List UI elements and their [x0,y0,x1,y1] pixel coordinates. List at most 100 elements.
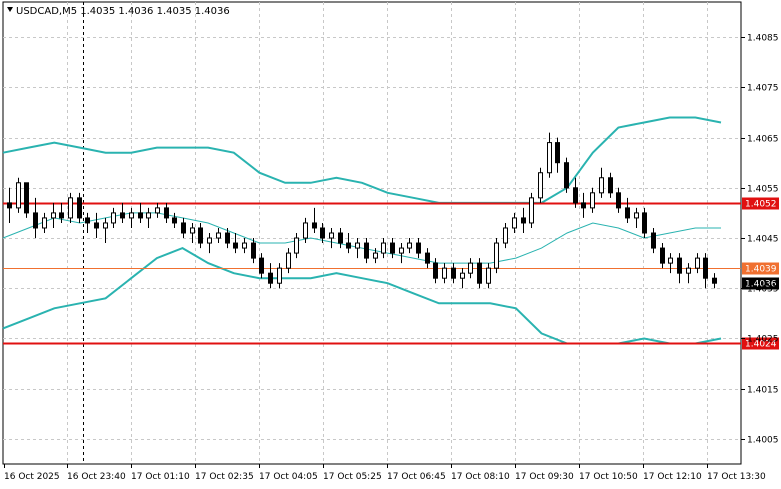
candle [486,263,491,289]
dropdown-triangle-icon[interactable] [7,7,13,12]
candle-body-bear [564,162,569,189]
y-tick-label: 1.4085 [747,34,779,44]
candle-body-bear [555,142,560,164]
candle [7,187,12,223]
candle [538,167,543,203]
candle-body-bull [355,242,360,249]
candle-body-bear [120,212,125,219]
candle-body-bear [608,177,613,194]
current-price-badge [742,277,779,290]
candle-body-bull [399,247,404,254]
price-level-badge-label: 1.4052 [745,200,777,210]
candle [521,207,526,233]
candle-body-bear [320,227,325,239]
x-tick-label: 17 Oct 12:10 [643,472,702,482]
candle [242,238,247,254]
candle [103,217,108,244]
candle-body-bear [346,242,351,249]
candle-body-bull [529,197,534,224]
y-tick-label: 1.4065 [747,135,779,145]
candle-body-bull [407,242,412,249]
candle [442,263,447,284]
candle-body-bull [695,257,700,269]
candle-body-bull [590,192,595,209]
candle-body-bear [94,222,99,229]
candle [155,202,160,218]
plot-frame [2,1,742,465]
candle-body-bear [425,252,430,264]
candle [329,227,334,249]
candle [616,187,621,213]
candle-body-bear [251,242,256,259]
price-axis: 1.40851.40751.40651.40551.40451.40351.40… [741,34,779,446]
candle [477,258,482,289]
candle [164,202,169,223]
candle [555,137,560,173]
candle [407,238,412,254]
x-tick-label: 17 Oct 05:25 [323,472,382,482]
candle [233,233,238,254]
candle-body-bull [129,212,134,219]
candle-body-bear [364,242,369,259]
candle [33,197,38,239]
candle [68,192,73,223]
candle-body-bull [51,212,56,219]
y-tick-label: 1.4005 [747,436,779,446]
candle [312,207,317,233]
candle-body-bear [581,202,586,209]
candle [216,227,221,244]
candle [51,202,56,228]
bollinger-upper-line [2,116,722,204]
candle-body-bear [390,242,395,254]
x-tick-label: 17 Oct 08:10 [451,472,510,482]
candle [286,248,291,274]
candle [686,263,691,284]
candle [259,253,264,279]
candle [503,222,508,249]
candle [425,248,430,269]
y-tick-label: 1.4075 [747,84,779,94]
candle-body-bear [651,232,656,249]
candle-body-bull [303,222,308,239]
candle [651,227,656,254]
candle [268,263,273,289]
candle-body-bull [538,172,543,199]
y-tick-label: 1.4055 [747,185,779,195]
candle-body-bear [573,187,578,204]
candle [642,207,647,239]
candle [512,212,517,233]
candle-body-bull [442,267,447,279]
time-axis: 16 Oct 2025 16 Oct 23:40 17 Oct 01:10 17 Oc… [4,464,766,482]
candle [129,207,134,228]
candle [573,177,578,208]
candle [433,258,438,284]
candle [24,182,29,218]
candle [251,238,256,264]
candle-body-bear [677,257,682,274]
candle [138,202,143,223]
symbol-ohlc-label: USDCAD,M5 1.4035 1.4036 1.4035 1.4036 [16,6,230,17]
candle [451,263,456,284]
candle-body-bull [329,232,334,239]
candle [668,253,673,274]
x-tick-label: 17 Oct 10:50 [579,472,638,482]
candle-body-bull [373,252,378,259]
candle-body-bear [712,277,717,284]
candle-body-bear [181,222,186,234]
candle [181,217,186,239]
candle-body-bull [111,212,116,224]
candle [468,258,473,279]
candle [111,207,116,228]
candle-body-bull [494,242,499,269]
x-tick-label: 17 Oct 01:10 [131,472,190,482]
candle [94,212,99,239]
candle [198,222,203,249]
candle-body-bear [616,192,621,209]
candle [355,238,360,259]
candle-body-bear [233,242,238,249]
y-tick-label: 1.4025 [747,335,779,345]
candles [7,132,717,289]
candle-body-bull [216,232,221,239]
candle-body-bear [85,217,90,224]
